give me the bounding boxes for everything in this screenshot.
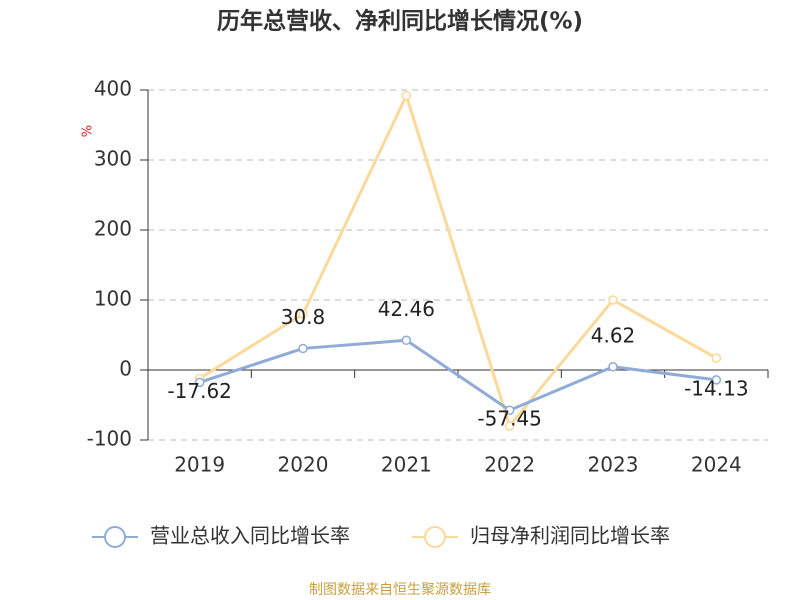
legend-label: 营业总收入同比增长率 [150, 524, 350, 548]
y-tick-label: 300 [94, 147, 132, 171]
series-line [198, 91, 718, 430]
x-tick-label: 2019 [174, 453, 225, 477]
point [298, 343, 308, 354]
legend-icon [424, 526, 446, 548]
point [194, 377, 205, 388]
x-tick-label: 2021 [381, 453, 432, 477]
y-tick-label: 100 [94, 287, 132, 311]
data-label: -57.45 [477, 407, 541, 431]
point [298, 309, 308, 319]
y-tick-label: 400 [94, 77, 132, 101]
point [608, 362, 618, 372]
data-label: -14.13 [684, 376, 748, 400]
point [608, 295, 618, 305]
data-label: -17.62 [167, 379, 231, 403]
point [401, 335, 412, 346]
point [711, 353, 722, 363]
source-note: 制图数据来自恒生聚源数据库 [309, 582, 491, 598]
point [711, 375, 722, 385]
data-label: 4.62 [591, 323, 636, 347]
chart-title: 历年总营收、净利同比增长情况(%) [217, 8, 583, 35]
legend-label: 归母净利润同比增长率 [470, 524, 670, 548]
x-tick-label: 2024 [691, 453, 742, 477]
x-tick-label: 2022 [484, 453, 535, 477]
data-label: 42.46 [378, 297, 435, 321]
data-label: 30.8 [281, 305, 326, 329]
y-unit: % [81, 125, 96, 137]
point [504, 405, 515, 415]
point [401, 90, 412, 101]
legend-icon [104, 526, 126, 548]
point [504, 421, 515, 431]
x-tick-label: 2020 [278, 453, 329, 477]
y-tick-label: 0 [119, 357, 132, 381]
series-line [199, 338, 717, 412]
y-tick-label: -100 [87, 427, 132, 451]
x-tick-label: 2023 [588, 453, 639, 477]
y-tick-label: 200 [94, 217, 132, 241]
